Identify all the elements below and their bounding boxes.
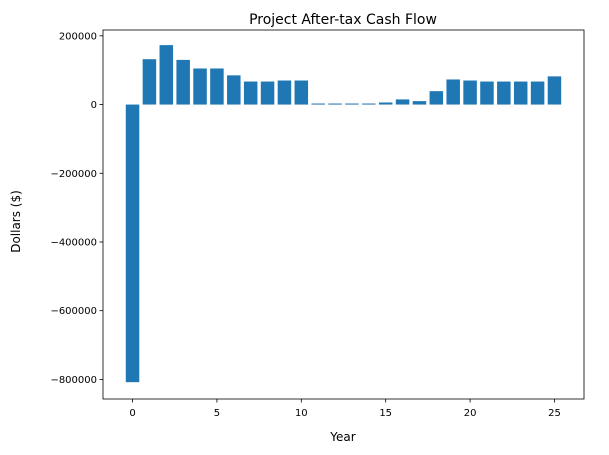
x-tick-label-20: 20 bbox=[464, 408, 477, 419]
x-axis-label: Year bbox=[329, 430, 355, 444]
bar-year-8 bbox=[260, 81, 275, 105]
chart-title: Project After-tax Cash Flow bbox=[249, 12, 437, 28]
x-tick-label-5: 5 bbox=[214, 408, 220, 419]
bars-group bbox=[125, 45, 562, 383]
x-tick-label-15: 15 bbox=[379, 408, 392, 419]
y-tick-label-0: 0 bbox=[91, 100, 97, 111]
bar-year-24 bbox=[530, 81, 545, 105]
bar-year-17 bbox=[412, 101, 427, 105]
bar-year-13 bbox=[345, 103, 359, 105]
bar-year-22 bbox=[497, 81, 511, 105]
bar-year-4 bbox=[193, 68, 207, 105]
bar-year-1 bbox=[142, 59, 157, 105]
y-tick-label--400000: −400000 bbox=[50, 237, 97, 248]
axes-group: 0 5 10 15 20 25 −800000 −600000 −400000 −200000 0 2… bbox=[50, 29, 585, 419]
bar-year-15 bbox=[378, 102, 393, 105]
y-tick-label--600000: −600000 bbox=[50, 306, 97, 317]
bar-year-14 bbox=[362, 103, 376, 105]
bar-year-23 bbox=[513, 81, 528, 105]
x-tick-label-0: 0 bbox=[129, 408, 135, 419]
bar-year-0 bbox=[125, 104, 140, 383]
bar-year-11 bbox=[311, 103, 325, 105]
bar-year-12 bbox=[328, 103, 342, 105]
bar-year-21 bbox=[480, 81, 494, 105]
y-tick-label--800000: −800000 bbox=[50, 375, 97, 386]
x-tick-label-25: 25 bbox=[548, 408, 561, 419]
bar-year-10 bbox=[294, 80, 309, 105]
bar-year-3 bbox=[176, 59, 190, 105]
bar-year-2 bbox=[159, 45, 174, 105]
x-tick-label-10: 10 bbox=[295, 408, 308, 419]
y-tick-label--200000: −200000 bbox=[50, 169, 97, 180]
bar-year-18 bbox=[429, 91, 444, 105]
bar-year-19 bbox=[446, 79, 460, 105]
bar-year-5 bbox=[210, 68, 224, 105]
bar-year-16 bbox=[395, 99, 410, 105]
y-tick-label-200000: 200000 bbox=[59, 31, 97, 42]
bar-year-9 bbox=[277, 80, 292, 105]
bar-year-6 bbox=[227, 75, 241, 105]
y-axis-label: Dollars ($) bbox=[9, 190, 23, 253]
bar-year-25 bbox=[547, 76, 562, 105]
bar-year-20 bbox=[463, 80, 477, 105]
bar-year-7 bbox=[243, 81, 258, 105]
plot-frame bbox=[102, 29, 585, 400]
